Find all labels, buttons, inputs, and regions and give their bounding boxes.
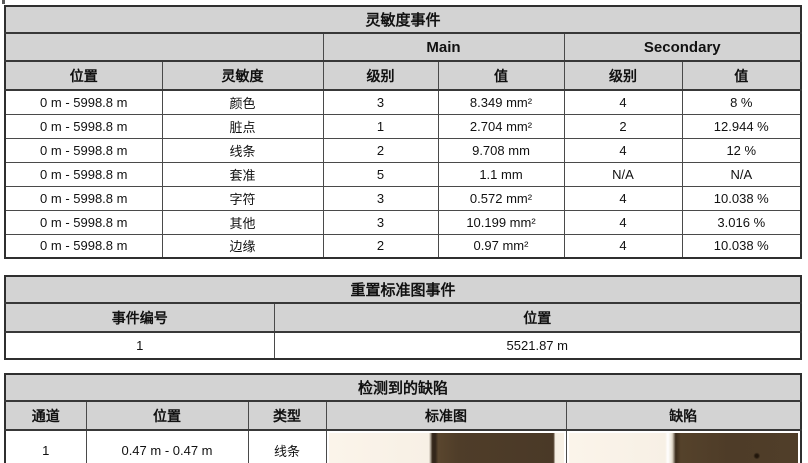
cell-secondary-value: 3.016 % [681,209,802,235]
table-row: 1 5521.87 m [4,331,802,360]
col-header-reference-image: 标准图 [325,400,567,431]
cell-sensitivity: 线条 [161,137,324,163]
cell-sensitivity: 其他 [161,209,324,235]
detected-defects-table: 检测到的缺陷 通道 位置 类型 标准图 缺陷 1 0.47 m - 0.47 m… [4,373,803,463]
cell-position: 0 m - 5998.8 m [4,233,163,259]
table-row: 0 m - 5998.8 m 颜色 3 8.349 mm² 4 8 % [4,89,802,115]
cell-position: 0 m - 5998.8 m [4,89,163,115]
cell-main-level: 3 [322,185,439,211]
table-row: 0 m - 5998.8 m 套准 5 1.1 mm N/A N/A [4,161,802,187]
sensitivity-events-table: 灵敏度事件 Main Secondary 位置 灵敏度 级别 值 级别 值 0 … [4,5,803,259]
table-row: 0 m - 5998.8 m 字符 3 0.572 mm² 4 10.038 % [4,185,802,211]
col-header-main-level: 级别 [322,60,439,91]
col-header-type: 类型 [247,400,327,431]
page-edge-artifact [2,0,5,4]
cell-position: 0 m - 5998.8 m [4,185,163,211]
defect-scan-thumbnail [568,433,799,463]
reset-table-title: 重置标准图事件 [4,275,802,304]
cell-secondary-level: N/A [563,161,683,187]
cell-secondary-value: 12 % [681,137,802,163]
col-header-main-value: 值 [437,60,565,91]
cell-main-level: 3 [322,89,439,115]
col-header-event-id: 事件编号 [4,302,275,333]
table-row: 1 0.47 m - 0.47 m 线条 [4,429,802,463]
cell-main-level: 1 [322,113,439,139]
table-row: 0 m - 5998.8 m 线条 2 9.708 mm 4 12 % [4,137,802,163]
cell-main-value: 9.708 mm [437,137,565,163]
sensitivity-table-title: 灵敏度事件 [4,5,802,34]
cell-main-value: 10.199 mm² [437,209,565,235]
col-header-position: 位置 [4,60,163,91]
cell-secondary-level: 4 [563,233,683,259]
cell-main-value: 0.97 mm² [437,233,565,259]
cell-main-value: 0.572 mm² [437,185,565,211]
cell-secondary-level: 4 [563,89,683,115]
cell-secondary-value: 12.944 % [681,113,802,139]
group-header-blank [4,32,324,62]
col-header-sensitivity: 灵敏度 [161,60,324,91]
cell-main-value: 1.1 mm [437,161,565,187]
cell-position: 0 m - 5998.8 m [4,161,163,187]
col-header-channel: 通道 [4,400,87,431]
table-row: 0 m - 5998.8 m 边缘 2 0.97 mm² 4 10.038 % [4,233,802,259]
cell-secondary-level: 2 [563,113,683,139]
group-header-main: Main [322,32,565,62]
col-header-secondary-value: 值 [681,60,802,91]
group-header-secondary: Secondary [563,32,802,62]
cell-secondary-value: 10.038 % [681,185,802,211]
cell-type: 线条 [247,429,327,463]
cell-secondary-value: 8 % [681,89,802,115]
cell-sensitivity: 字符 [161,185,324,211]
col-header-position: 位置 [85,400,249,431]
cell-secondary-value: 10.038 % [681,233,802,259]
cell-position: 5521.87 m [273,331,802,360]
table-row: 0 m - 5998.8 m 脏点 1 2.704 mm² 2 12.944 % [4,113,802,139]
cell-main-value: 2.704 mm² [437,113,565,139]
cell-sensitivity: 套准 [161,161,324,187]
cell-event-id: 1 [4,331,275,360]
cell-main-level: 2 [322,233,439,259]
col-header-defect-image: 缺陷 [565,400,802,431]
cell-main-level: 5 [322,161,439,187]
cell-sensitivity: 边缘 [161,233,324,259]
cell-main-level: 3 [322,209,439,235]
cell-position: 0 m - 5998.8 m [4,209,163,235]
cell-position: 0 m - 5998.8 m [4,137,163,163]
cell-main-value: 8.349 mm² [437,89,565,115]
defects-table-title: 检测到的缺陷 [4,373,802,402]
cell-sensitivity: 脏点 [161,113,324,139]
cell-position: 0 m - 5998.8 m [4,113,163,139]
col-header-secondary-level: 级别 [563,60,683,91]
cell-secondary-level: 4 [563,137,683,163]
cell-position: 0.47 m - 0.47 m [85,429,249,463]
cell-secondary-level: 4 [563,209,683,235]
reset-reference-event-table: 重置标准图事件 事件编号 位置 1 5521.87 m [4,275,803,360]
col-header-position: 位置 [273,302,802,333]
cell-sensitivity: 颜色 [161,89,324,115]
table-row: 0 m - 5998.8 m 其他 3 10.199 mm² 4 3.016 % [4,209,802,235]
cell-secondary-level: 4 [563,185,683,211]
cell-channel: 1 [4,429,87,463]
cell-secondary-value: N/A [681,161,802,187]
cell-main-level: 2 [322,137,439,163]
reference-scan-thumbnail [328,433,564,463]
